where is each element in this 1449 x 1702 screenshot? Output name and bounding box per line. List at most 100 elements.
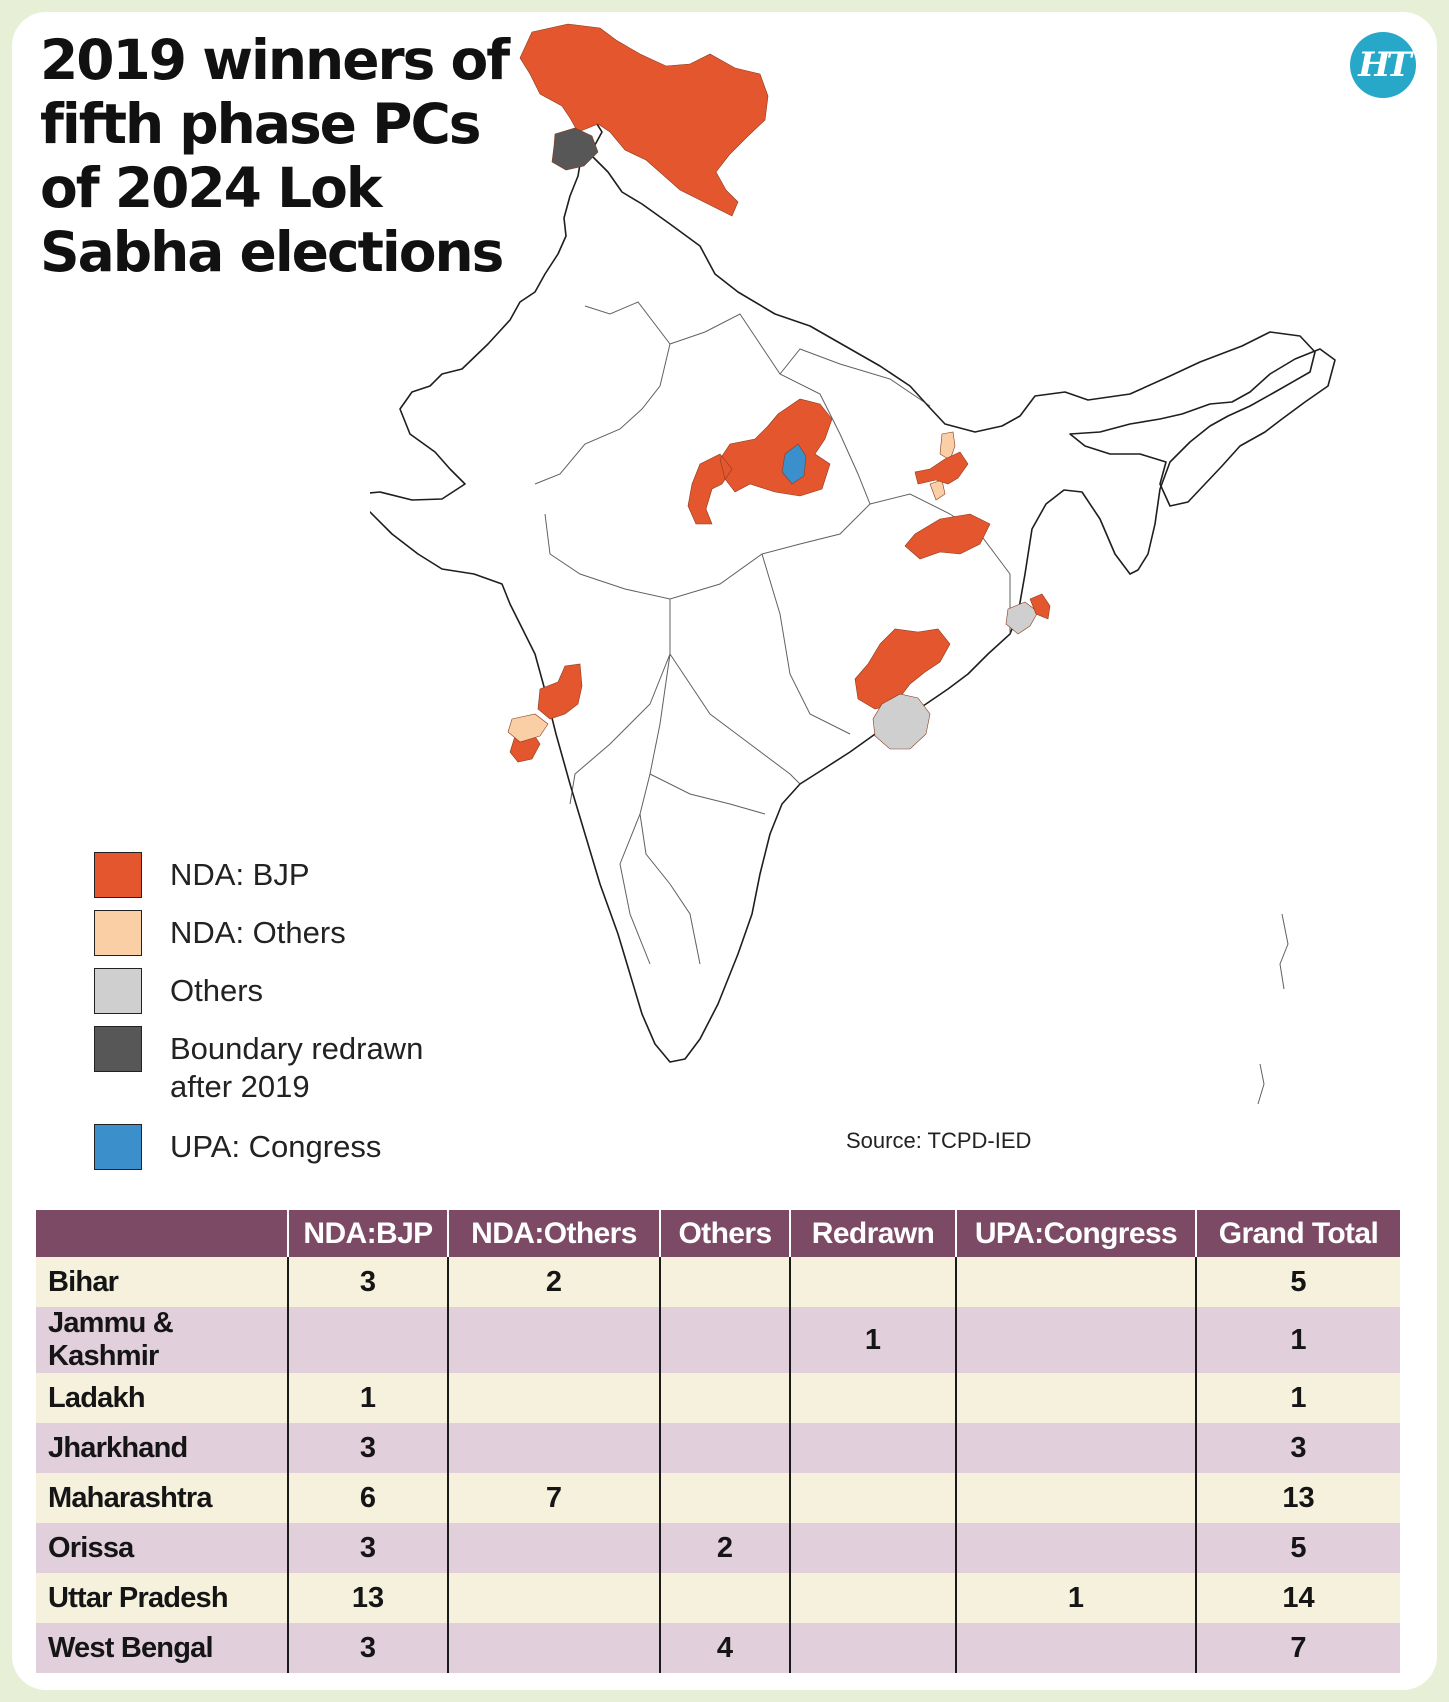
legend-swatch-others [94,968,142,1014]
legend-swatch-boundary-redrawn [94,1026,142,1072]
cell-redrawn [789,1573,956,1623]
coastline-islands [1257,913,1289,1105]
cell-others [659,1423,790,1473]
maharashtra-nda-others-seats [507,713,549,743]
legend-item-upa-congress: UPA: Congress [92,1122,492,1180]
legend-label: NDA: BJP [170,857,310,892]
cell-redrawn [789,1523,956,1573]
cell-state: Maharashtra [36,1473,288,1523]
cell-grand-total: 14 [1195,1573,1400,1623]
results-table: NDA:BJP NDA:Others Others Redrawn UPA:Co… [36,1210,1400,1673]
table-row: Maharashtra 6 7 13 [36,1473,1400,1523]
column-header-state [36,1210,288,1257]
cell-state: Jharkhand [36,1423,288,1473]
cell-grand-total: 5 [1195,1257,1400,1307]
cell-upa-congress [955,1523,1196,1573]
cell-nda-bjp: 3 [287,1623,448,1673]
cell-nda-others [447,1623,660,1673]
cell-grand-total: 1 [1195,1373,1400,1423]
northeast-outline [1069,348,1336,507]
page-title: 2019 winners of fifth phase PCs of 2024 … [40,28,510,284]
cell-grand-total: 5 [1195,1523,1400,1573]
cell-nda-others [447,1307,660,1373]
legend-swatch-upa-congress [94,1124,142,1170]
legend-swatch-nda-others [94,910,142,956]
table-header-row: NDA:BJP NDA:Others Others Redrawn UPA:Co… [36,1210,1400,1257]
cell-redrawn: 1 [789,1307,956,1373]
cell-grand-total: 3 [1195,1423,1400,1473]
cell-redrawn [789,1257,956,1307]
table-row: Orissa 3 2 5 [36,1523,1400,1573]
cell-upa-congress [955,1623,1196,1673]
legend-label: Others [170,973,264,1008]
orissa-others-seats [872,693,931,750]
column-header-upa-congress: UPA:Congress [955,1210,1196,1257]
table-row: Ladakh 1 1 [36,1373,1400,1423]
column-header-others: Others [659,1210,790,1257]
column-header-nda-bjp: NDA:BJP [287,1210,448,1257]
legend-label: Boundary redrawn after 2019 [170,1031,424,1104]
cell-upa-congress: 1 [955,1573,1196,1623]
cell-grand-total: 7 [1195,1623,1400,1673]
cell-state: West Bengal [36,1623,288,1673]
legend-item-nda-bjp: NDA: BJP [92,850,492,908]
cell-others: 4 [659,1623,790,1673]
cell-redrawn [789,1373,956,1423]
cell-grand-total: 1 [1195,1307,1400,1373]
redrawn-constituency [551,127,599,171]
legend-item-nda-others: NDA: Others [92,908,492,966]
jammu-kashmir-ladakh-region [519,23,769,217]
table-row: Uttar Pradesh 13 1 14 [36,1573,1400,1623]
cell-redrawn [789,1473,956,1523]
bihar-nda-others-seats [929,431,956,501]
india-map [370,23,1336,1105]
cell-nda-others: 2 [447,1257,660,1307]
table-row: Jharkhand 3 3 [36,1423,1400,1473]
ht-logo: HT [1350,32,1416,98]
jharkhand-bjp-seats [904,513,991,560]
legend-item-boundary-redrawn: Boundary redrawn after 2019 [92,1024,492,1122]
maharashtra-bjp-seats [509,663,583,763]
source-note: Source: TCPD-IED [846,1128,1032,1153]
orissa-bjp-seats [854,628,951,710]
cell-redrawn [789,1623,956,1673]
india-outline [370,115,1316,1063]
table-row: Jammu & Kashmir 1 1 [36,1307,1400,1373]
legend-label: UPA: Congress [170,1129,382,1164]
cell-nda-others [447,1573,660,1623]
cell-state: Bihar [36,1257,288,1307]
cell-nda-bjp: 3 [287,1523,448,1573]
cell-nda-others [447,1423,660,1473]
west-bengal-bjp-seats [1029,593,1051,620]
uttar-pradesh-congress-seat [781,443,807,485]
cell-upa-congress [955,1307,1196,1373]
bihar-bjp-seats [914,451,969,485]
cell-upa-congress [955,1473,1196,1523]
cell-state: Ladakh [36,1373,288,1423]
uttar-pradesh-bjp-seats [687,398,833,525]
cell-nda-bjp: 1 [287,1373,448,1423]
cell-others [659,1257,790,1307]
legend-item-others: Others [92,966,492,1024]
cell-nda-bjp: 3 [287,1257,448,1307]
column-header-nda-others: NDA:Others [447,1210,660,1257]
cell-others [659,1307,790,1373]
cell-redrawn [789,1423,956,1473]
table-row: Bihar 3 2 5 [36,1257,1400,1307]
cell-state: Jammu & Kashmir [36,1307,288,1373]
cell-nda-bjp: 13 [287,1573,448,1623]
cell-nda-bjp [287,1307,448,1373]
cell-upa-congress [955,1423,1196,1473]
column-header-grand-total: Grand Total [1195,1210,1400,1257]
cell-grand-total: 13 [1195,1473,1400,1523]
column-header-redrawn: Redrawn [789,1210,956,1257]
cell-others [659,1573,790,1623]
cell-upa-congress [955,1257,1196,1307]
cell-nda-bjp: 3 [287,1423,448,1473]
map-legend: NDA: BJP NDA: Others Others Boundary red… [92,850,492,1180]
cell-nda-others: 7 [447,1473,660,1523]
west-bengal-others-seats [1005,601,1039,635]
cell-nda-others [447,1523,660,1573]
legend-label: NDA: Others [170,915,346,950]
cell-others [659,1473,790,1523]
